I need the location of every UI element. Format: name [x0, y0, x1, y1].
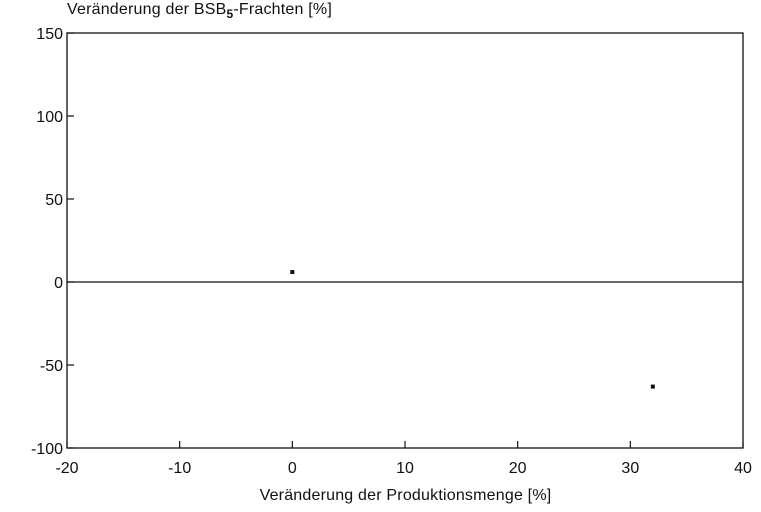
- y-axis-title-prefix: Veränderung der BSB: [67, 1, 227, 18]
- y-axis-title-suffix: -Frachten [%]: [233, 1, 332, 18]
- x-tick-label: 0: [288, 460, 297, 477]
- y-axis-title-subscript: 5: [226, 7, 234, 21]
- y-tick-label: 100: [36, 109, 63, 126]
- x-tick-label: 40: [734, 460, 752, 477]
- plot-frame: [66, 32, 744, 449]
- x-tick-label: 20: [509, 460, 527, 477]
- x-tick-label: 30: [621, 460, 639, 477]
- x-axis-title: Veränderung der Produktionsmenge [%]: [259, 487, 552, 504]
- y-tick-label: 0: [54, 275, 63, 292]
- y-tick-label: 150: [36, 26, 63, 43]
- plot-border: [66, 32, 744, 449]
- y-axis-ticks: 150 100 50 0 -50 -100: [31, 26, 74, 458]
- data-points: [290, 270, 655, 389]
- y-tick-label: -100: [31, 441, 63, 458]
- x-tick-label: 10: [396, 460, 414, 477]
- y-tick-label: 50: [45, 192, 63, 209]
- x-axis-ticks: -20 -10 0 10 20 30 40: [55, 441, 752, 477]
- data-point: [290, 270, 295, 275]
- data-point: [650, 384, 655, 389]
- y-axis-title: Veränderung der BSB5-Frachten [%]: [67, 1, 332, 21]
- x-tick-label: -10: [168, 460, 191, 477]
- x-tick-label: -20: [55, 460, 78, 477]
- y-tick-label: -50: [40, 358, 63, 375]
